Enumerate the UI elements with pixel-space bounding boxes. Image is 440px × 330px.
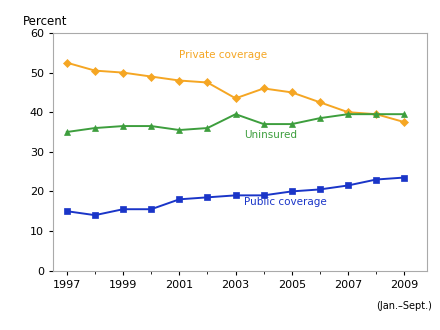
Text: Private coverage: Private coverage xyxy=(180,50,268,60)
Text: Percent: Percent xyxy=(23,15,67,28)
Text: (Jan.–Sept.): (Jan.–Sept.) xyxy=(376,301,432,311)
Text: Public coverage: Public coverage xyxy=(244,197,327,208)
Text: Uninsured: Uninsured xyxy=(244,130,297,140)
